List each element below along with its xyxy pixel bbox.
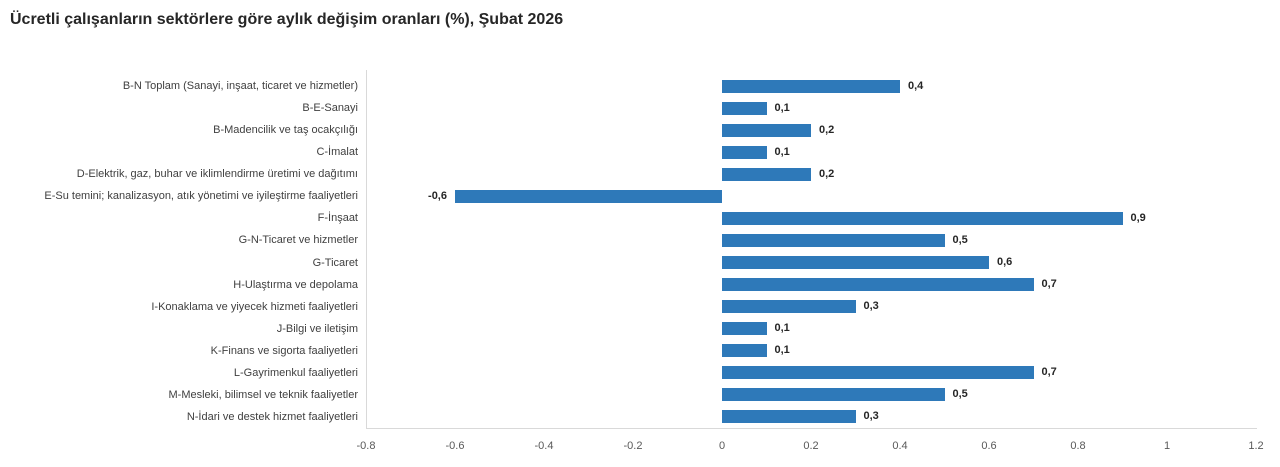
value-label: 0,7 bbox=[1041, 278, 1057, 291]
bar[interactable] bbox=[722, 322, 767, 336]
value-label: 0,5 bbox=[952, 388, 968, 401]
bar[interactable] bbox=[722, 278, 1034, 292]
category-label: B-N Toplam (Sanayi, inşaat, ticaret ve h… bbox=[122, 80, 358, 92]
category-label: D-Elektrik, gaz, buhar ve iklimlendirme … bbox=[76, 168, 358, 181]
category-label: F-İnşaat bbox=[317, 212, 358, 225]
category-label: L-Gayrimenkul faaliyetleri bbox=[233, 366, 358, 379]
bar[interactable] bbox=[722, 101, 767, 115]
x-tick-label: 0.4 bbox=[892, 440, 908, 452]
category-label: G-Ticaret bbox=[312, 256, 358, 269]
chart-title: Ücretli çalışanların sektörlere göre ayl… bbox=[10, 11, 564, 28]
bar[interactable] bbox=[722, 233, 945, 247]
x-tick-label: -0.6 bbox=[445, 440, 465, 452]
x-tick-label: -0.8 bbox=[356, 440, 376, 452]
category-label: E-Su temini; kanalizasyon, atık yönetimi… bbox=[44, 190, 358, 203]
chart-plot-area bbox=[366, 70, 1257, 429]
bar[interactable] bbox=[722, 79, 900, 93]
category-label: C-İmalat bbox=[316, 146, 358, 159]
bar[interactable] bbox=[722, 145, 767, 159]
bar[interactable] bbox=[722, 211, 1123, 225]
bar[interactable] bbox=[722, 123, 811, 137]
value-label: -0,6 bbox=[428, 189, 447, 202]
category-label: G-N-Ticaret ve hizmetler bbox=[238, 234, 358, 247]
bar[interactable] bbox=[722, 167, 811, 181]
x-tick-label: 1.2 bbox=[1248, 440, 1264, 452]
value-label: 0,3 bbox=[863, 300, 879, 313]
bar[interactable] bbox=[455, 189, 722, 203]
x-tick-label: 1 bbox=[1163, 440, 1171, 452]
bar[interactable] bbox=[722, 344, 767, 358]
x-tick-label: -0.4 bbox=[534, 440, 554, 452]
value-label: 0,1 bbox=[774, 322, 790, 335]
value-label: 0,5 bbox=[952, 233, 968, 246]
bar[interactable] bbox=[722, 256, 989, 270]
value-label: 0,4 bbox=[908, 79, 924, 92]
category-label: H-Ulaştırma ve depolama bbox=[233, 278, 358, 291]
category-label: M-Mesleki, bilimsel ve teknik faaliyetle… bbox=[168, 388, 359, 401]
category-label: J-Bilgi ve iletişim bbox=[276, 322, 358, 335]
value-label: 0,1 bbox=[774, 344, 790, 357]
x-tick-label: -0.2 bbox=[623, 440, 643, 452]
value-label: 0,2 bbox=[819, 123, 835, 136]
value-label: 0,7 bbox=[1041, 366, 1057, 379]
value-label: 0,1 bbox=[774, 145, 790, 158]
x-tick-label: 0 bbox=[718, 440, 726, 452]
bar[interactable] bbox=[722, 366, 1034, 380]
value-label: 0,6 bbox=[997, 256, 1013, 269]
category-label: N-İdari ve destek hizmet faaliyetleri bbox=[186, 410, 358, 423]
category-label: K-Finans ve sigorta faaliyetleri bbox=[210, 344, 358, 357]
category-label: B-Madencilik ve taş ocakçılığı bbox=[213, 124, 358, 137]
value-label: 0,1 bbox=[774, 101, 790, 114]
bar[interactable] bbox=[722, 410, 856, 424]
x-tick-label: 0.2 bbox=[803, 440, 819, 452]
bar[interactable] bbox=[722, 388, 945, 402]
x-tick-label: 0.6 bbox=[981, 440, 997, 452]
value-label: 0,2 bbox=[819, 167, 835, 180]
x-tick-label: 0.8 bbox=[1070, 440, 1086, 452]
bar[interactable] bbox=[722, 300, 856, 314]
category-label: I-Konaklama ve yiyecek hizmeti faaliyetl… bbox=[151, 300, 358, 313]
value-label: 0,3 bbox=[863, 410, 879, 423]
category-label: B-E-Sanayi bbox=[302, 102, 358, 115]
value-label: 0,9 bbox=[1130, 211, 1146, 224]
